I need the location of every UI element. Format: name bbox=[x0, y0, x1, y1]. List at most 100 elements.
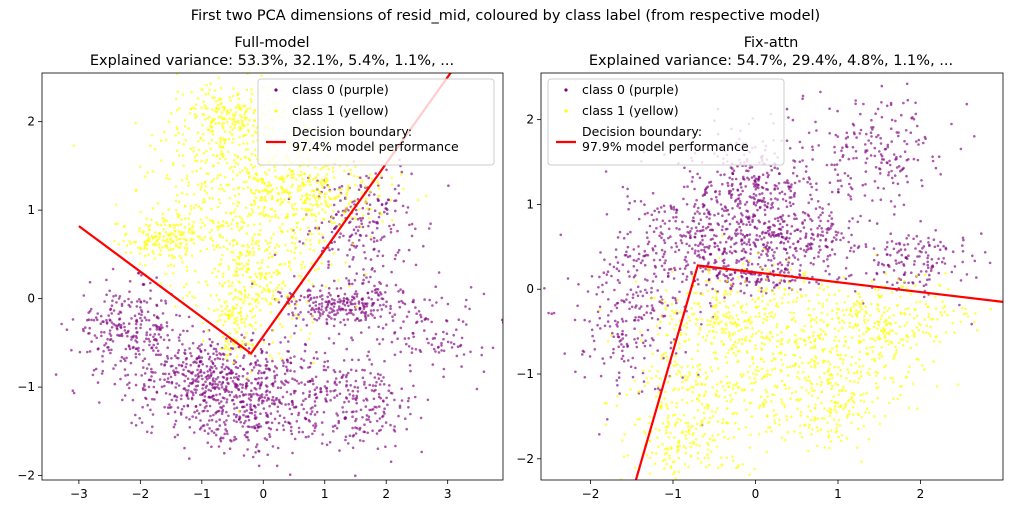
class0-point bbox=[140, 374, 143, 377]
class0-point bbox=[586, 290, 590, 293]
class0-point bbox=[379, 373, 382, 377]
class0-point bbox=[830, 190, 834, 194]
class0-point bbox=[265, 399, 269, 402]
class1-point bbox=[139, 248, 143, 251]
class0-point bbox=[793, 166, 796, 169]
class1-point bbox=[220, 347, 223, 351]
class0-point bbox=[850, 233, 853, 237]
class0-point bbox=[620, 317, 624, 321]
class0-point bbox=[729, 238, 733, 241]
class0-point bbox=[475, 387, 479, 391]
class0-point bbox=[753, 273, 757, 276]
class0-point bbox=[742, 247, 745, 251]
class0-point bbox=[871, 128, 874, 131]
class0-point bbox=[166, 357, 170, 360]
class1-point bbox=[225, 110, 229, 113]
class0-point bbox=[128, 305, 132, 308]
class0-point bbox=[139, 306, 142, 309]
class0-point bbox=[201, 383, 205, 387]
class0-point bbox=[844, 277, 848, 281]
class1-point bbox=[250, 213, 253, 217]
class1-point bbox=[232, 158, 236, 162]
class1-point bbox=[241, 274, 245, 277]
class0-point bbox=[876, 263, 880, 267]
class0-point bbox=[250, 425, 254, 429]
class1-point bbox=[266, 192, 270, 196]
class1-point bbox=[224, 339, 228, 343]
class0-point bbox=[175, 399, 178, 402]
class1-point bbox=[261, 177, 264, 181]
class0-point bbox=[330, 297, 334, 301]
class1-point bbox=[363, 201, 367, 204]
class0-point bbox=[397, 192, 401, 195]
class0-point bbox=[177, 371, 180, 374]
class0-point bbox=[381, 297, 385, 301]
class1-point bbox=[218, 146, 222, 149]
class0-point bbox=[192, 361, 195, 364]
class1-point bbox=[330, 215, 334, 219]
class1-point bbox=[329, 203, 332, 207]
class1-point bbox=[237, 201, 241, 204]
class1-point bbox=[221, 125, 224, 128]
class0-point bbox=[787, 271, 790, 274]
class0-point bbox=[739, 212, 743, 215]
class1-point bbox=[160, 282, 163, 285]
class1-point bbox=[309, 243, 313, 246]
class0-point bbox=[355, 394, 359, 398]
class0-point bbox=[588, 320, 591, 323]
class0-point bbox=[90, 318, 93, 322]
class0-point bbox=[337, 248, 340, 251]
class0-point bbox=[766, 229, 770, 233]
class0-point bbox=[826, 219, 830, 223]
class0-point bbox=[435, 301, 438, 304]
class0-point bbox=[634, 341, 638, 345]
class0-point bbox=[362, 268, 365, 271]
class0-point bbox=[212, 413, 215, 417]
class0-point bbox=[219, 353, 223, 356]
class1-point bbox=[242, 285, 246, 289]
class0-point bbox=[906, 98, 910, 102]
class0-point bbox=[643, 249, 647, 253]
class0-point bbox=[333, 226, 337, 230]
class1-point bbox=[269, 310, 273, 314]
class0-point bbox=[271, 395, 275, 399]
class0-point bbox=[767, 258, 770, 262]
class0-point bbox=[384, 323, 388, 326]
class1-point bbox=[302, 217, 306, 221]
class0-point bbox=[576, 304, 579, 308]
class1-point bbox=[233, 328, 236, 331]
class0-point bbox=[930, 257, 934, 261]
class1-point bbox=[297, 184, 301, 188]
class0-point bbox=[839, 179, 842, 182]
class1-point bbox=[272, 232, 276, 236]
class0-point bbox=[412, 332, 415, 335]
class1-point bbox=[199, 167, 203, 170]
class0-point bbox=[173, 423, 177, 426]
class0-point bbox=[147, 385, 151, 389]
class0-point bbox=[195, 378, 198, 381]
class1-point bbox=[333, 221, 336, 224]
class0-point bbox=[354, 432, 358, 435]
class0-point bbox=[149, 289, 152, 292]
class0-point bbox=[203, 395, 207, 398]
class0-point bbox=[239, 364, 242, 368]
class0-point bbox=[333, 396, 336, 399]
class1-point bbox=[175, 244, 178, 248]
class0-point bbox=[211, 394, 214, 398]
class1-point bbox=[325, 173, 329, 176]
class0-point bbox=[143, 357, 147, 361]
class0-point bbox=[787, 116, 790, 119]
class0-point bbox=[912, 237, 915, 241]
class1-point bbox=[317, 241, 321, 245]
class0-point bbox=[393, 313, 397, 316]
class1-point bbox=[243, 289, 247, 293]
class1-point bbox=[172, 223, 175, 227]
class0-point bbox=[649, 344, 652, 347]
class1-point bbox=[268, 289, 272, 293]
class0-point bbox=[793, 214, 797, 217]
class0-point bbox=[353, 385, 357, 389]
class1-point bbox=[245, 232, 249, 235]
class1-point bbox=[354, 165, 357, 169]
class1-point bbox=[314, 215, 318, 218]
class0-point bbox=[480, 353, 484, 357]
